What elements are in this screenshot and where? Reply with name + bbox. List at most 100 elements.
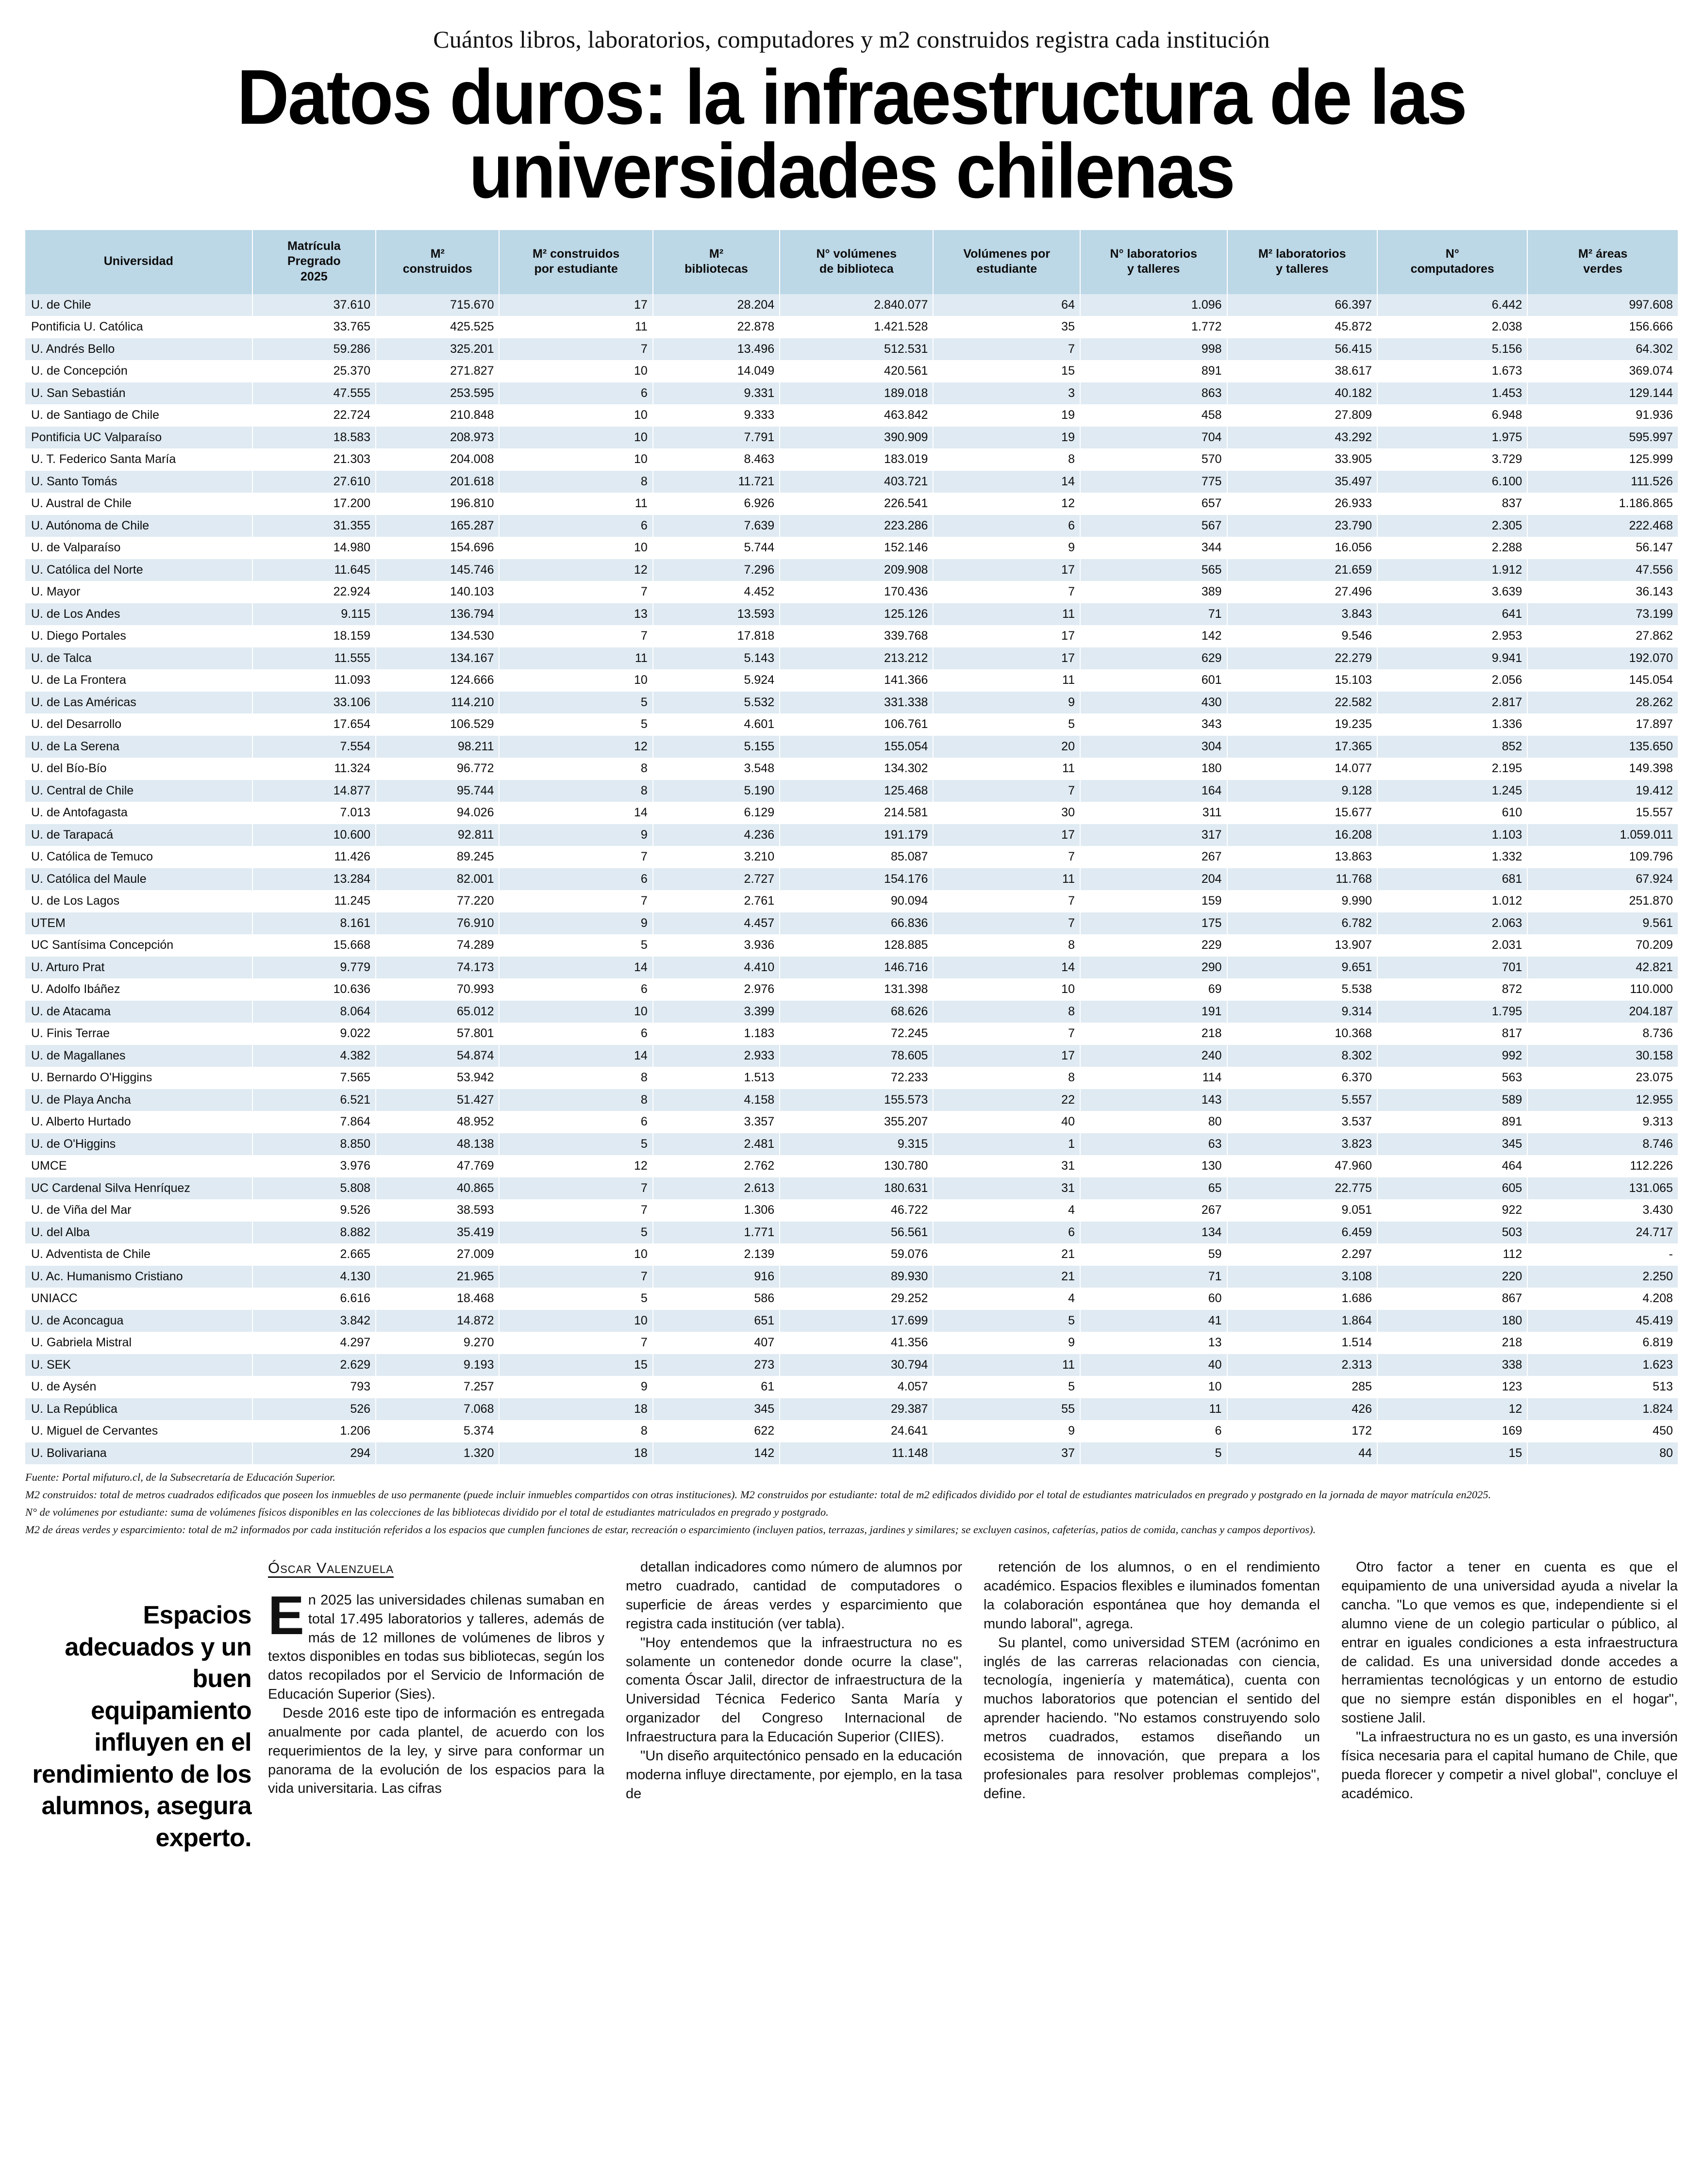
cell-value: 5.538 [1227,978,1378,1001]
cell-value: 503 [1377,1221,1528,1244]
table-row[interactable]: U. de La Frontera 11.093 124.666 10 5.924 141… [25,669,1678,692]
cell-value: 2.953 [1377,625,1528,647]
table-row[interactable]: U. del Desarrollo 17.654 106.529 5 4.601 106.… [25,713,1678,736]
cell-value: 9 [933,537,1081,559]
table-row[interactable]: U. del Bío-Bío 11.324 96.772 8 3.548 134.302 1… [25,758,1678,780]
cell-value: 11 [933,603,1081,626]
cell-value: 18.583 [252,426,377,449]
table-row[interactable]: U. de Magallanes 4.382 54.874 14 2.933 78.605… [25,1044,1678,1067]
table-row[interactable]: U. de Santiago de Chile 22.724 210.848 10 9.… [25,404,1678,427]
table-row[interactable]: U. Andrés Bello 59.286 325.201 7 13.496 512.5… [25,338,1678,361]
table-row[interactable]: U. de Las Américas 33.106 114.210 5 5.532 331… [25,691,1678,714]
column-header-4[interactable]: M² bibliotecas [652,230,781,294]
cell-value: 701 [1377,956,1528,979]
cell-value: 2.761 [652,890,781,912]
column-header-1[interactable]: Matrícula Pregrado 2025 [252,230,377,294]
table-row[interactable]: U. Bolivariana 294 1.320 18 142 11.148 37 5 44 15… [25,1442,1678,1465]
table-row[interactable]: U. Adolfo Ibáñez 10.636 70.993 6 2.976 131.39… [25,978,1678,1001]
cell-value: 10 [499,404,653,427]
table-row[interactable]: Pontificia U. Católica 33.765 425.525 11 22.… [25,316,1678,338]
cell-value: 610 [1377,802,1528,824]
cell-value: 657 [1080,493,1228,515]
column-header-3[interactable]: M² construidos por estudiante [499,230,653,294]
table-row[interactable]: U. de Aconcagua 3.842 14.872 10 651 17.699 5 41… [25,1309,1678,1332]
cell-value: 273 [652,1354,781,1376]
cell-value: 1.332 [1377,846,1528,868]
column-header-9[interactable]: N° computadores [1377,230,1528,294]
cell-value: 65 [1080,1177,1228,1200]
cell-value: 997.608 [1527,294,1678,316]
table-row[interactable]: U. Adventista de Chile 2.665 27.009 10 2.139… [25,1243,1678,1266]
table-row[interactable]: U. del Alba 8.882 35.419 5 1.771 56.561 6 134 6.… [25,1221,1678,1244]
column-header-6[interactable]: Volúmenes por estudiante [933,230,1081,294]
cell-value: 17.654 [252,713,377,736]
table-row[interactable]: Pontificia UC Valparaíso 18.583 208.973 10 7… [25,426,1678,449]
table-row[interactable]: U. Mayor 22.924 140.103 7 4.452 170.436 7 389 27… [25,581,1678,603]
cell-value: 92.811 [376,824,500,846]
table-row[interactable]: U. de Los Lagos 11.245 77.220 7 2.761 90.094 7… [25,890,1678,912]
table-row[interactable]: U. Miguel de Cervantes 1.206 5.374 8 622 24.6… [25,1420,1678,1442]
table-row[interactable]: UTEM 8.161 76.910 9 4.457 66.836 7 175 6.782 2.06… [25,912,1678,935]
table-row[interactable]: U. La República 526 7.068 18 345 29.387 55 11 42… [25,1398,1678,1421]
table-row[interactable]: U. de Viña del Mar 9.526 38.593 7 1.306 46.72… [25,1199,1678,1222]
table-row[interactable]: U. Santo Tomás 27.610 201.618 8 11.721 403.72… [25,470,1678,493]
table-row[interactable]: U. de Atacama 8.064 65.012 10 3.399 68.626 8 19… [25,1000,1678,1023]
cell-value: 512.531 [780,338,934,361]
table-row[interactable]: U. T. Federico Santa María 21.303 204.008 1… [25,448,1678,471]
column-header-2[interactable]: M² construidos [376,230,500,294]
cell-value: 563 [1377,1067,1528,1089]
table-row[interactable]: U. de Valparaíso 14.980 154.696 10 5.744 152.… [25,537,1678,559]
table-row[interactable]: U. de Antofagasta 7.013 94.026 14 6.129 214.5… [25,802,1678,824]
table-row[interactable]: U. Católica de Temuco 11.426 89.245 7 3.210 8… [25,846,1678,868]
cell-value: 22.878 [652,316,781,338]
table-row[interactable]: U. Central de Chile 14.877 95.744 8 5.190 125… [25,779,1678,802]
table-row[interactable]: UMCE 3.976 47.769 12 2.762 130.780 31 130 47.960… [25,1155,1678,1177]
table-row[interactable]: U. SEK 2.629 9.193 15 273 30.794 11 40 2.313 338 1… [25,1354,1678,1376]
cell-value: 9.331 [652,382,781,405]
table-row[interactable]: U. Ac. Humanismo Cristiano 4.130 21.965 7 91… [25,1265,1678,1288]
table-row[interactable]: U. Austral de Chile 17.200 196.810 11 6.926 2… [25,493,1678,515]
cell-value: 5.557 [1227,1089,1378,1111]
column-header-10[interactable]: M² áreas verdes [1527,230,1678,294]
table-row[interactable]: U. Bernardo O'Higgins 7.565 53.942 8 1.513 72… [25,1067,1678,1089]
table-row[interactable]: U. Diego Portales 18.159 134.530 7 17.818 339… [25,625,1678,647]
column-header-line: M² [709,247,724,261]
table-row[interactable]: U. San Sebastián 47.555 253.595 6 9.331 189.0… [25,382,1678,405]
cell-value: 24.717 [1527,1221,1678,1244]
table-row[interactable]: U. Católica del Norte 11.645 145.746 12 7.29… [25,559,1678,581]
table-row[interactable]: U. de La Serena 7.554 98.211 12 5.155 155.054… [25,735,1678,758]
table-row[interactable]: U. Gabriela Mistral 4.297 9.270 7 407 41.356 9… [25,1332,1678,1354]
cell-value: 4.236 [652,824,781,846]
cell-value: 5.374 [376,1420,500,1442]
table-row[interactable]: U. de Aysén 793 7.257 9 61 4.057 5 10 285 123 513 [25,1376,1678,1398]
table-row[interactable]: U. de Concepción 25.370 271.827 10 14.049 420… [25,360,1678,382]
cell-university-name: U. Santo Tomás [25,470,253,493]
column-header-0[interactable]: Universidad [25,230,253,294]
cell-value: 817 [1377,1023,1528,1045]
column-header-5[interactable]: N° volúmenes de biblioteca [780,230,934,294]
cell-value: 1.186.865 [1527,493,1678,515]
table-row[interactable]: U. Alberto Hurtado 7.864 48.952 6 3.357 355.2… [25,1111,1678,1133]
table-row[interactable]: U. de Playa Ancha 6.521 51.427 8 4.158 155.57… [25,1089,1678,1111]
table-row[interactable]: U. de Chile 37.610 715.670 17 28.204 2.840.07… [25,294,1678,316]
table-row[interactable]: UC Cardenal Silva Henríquez 5.808 40.865 7 2… [25,1177,1678,1200]
column-header-8[interactable]: M² laboratorios y talleres [1227,230,1378,294]
cell-value: 11 [933,1354,1081,1376]
table-row[interactable]: U. Finis Terrae 9.022 57.801 6 1.183 72.245 7 2… [25,1023,1678,1045]
table-row[interactable]: U. Autónoma de Chile 31.355 165.287 6 7.639 2… [25,514,1678,537]
cell-value: 1.623 [1527,1354,1678,1376]
table-row[interactable]: UNIACC 6.616 18.468 5 586 29.252 4 60 1.686 867 4.… [25,1288,1678,1310]
cell-value: 42.821 [1527,956,1678,979]
cell-value: 6.782 [1227,912,1378,935]
table-row[interactable]: U. de Los Andes 9.115 136.794 13 13.593 125.1… [25,603,1678,626]
table-row[interactable]: U. de Talca 11.555 134.167 11 5.143 213.212 17… [25,647,1678,670]
table-row[interactable]: U. de Tarapacá 10.600 92.811 9 4.236 191.179 1… [25,824,1678,846]
cell-value: 317 [1080,824,1228,846]
cell-value: 458 [1080,404,1228,427]
table-row[interactable]: U. de O'Higgins 8.850 48.138 5 2.481 9.315 1 63… [25,1133,1678,1156]
table-row[interactable]: UC Santísima Concepción 15.668 74.289 5 3.93… [25,934,1678,957]
table-row[interactable]: U. Católica del Maule 13.284 82.001 6 2.727 1… [25,868,1678,891]
table-row[interactable]: U. Arturo Prat 9.779 74.173 14 4.410 146.716 1… [25,956,1678,979]
cell-value: 3.936 [652,934,781,957]
column-header-7[interactable]: N° laboratorios y talleres [1080,230,1228,294]
